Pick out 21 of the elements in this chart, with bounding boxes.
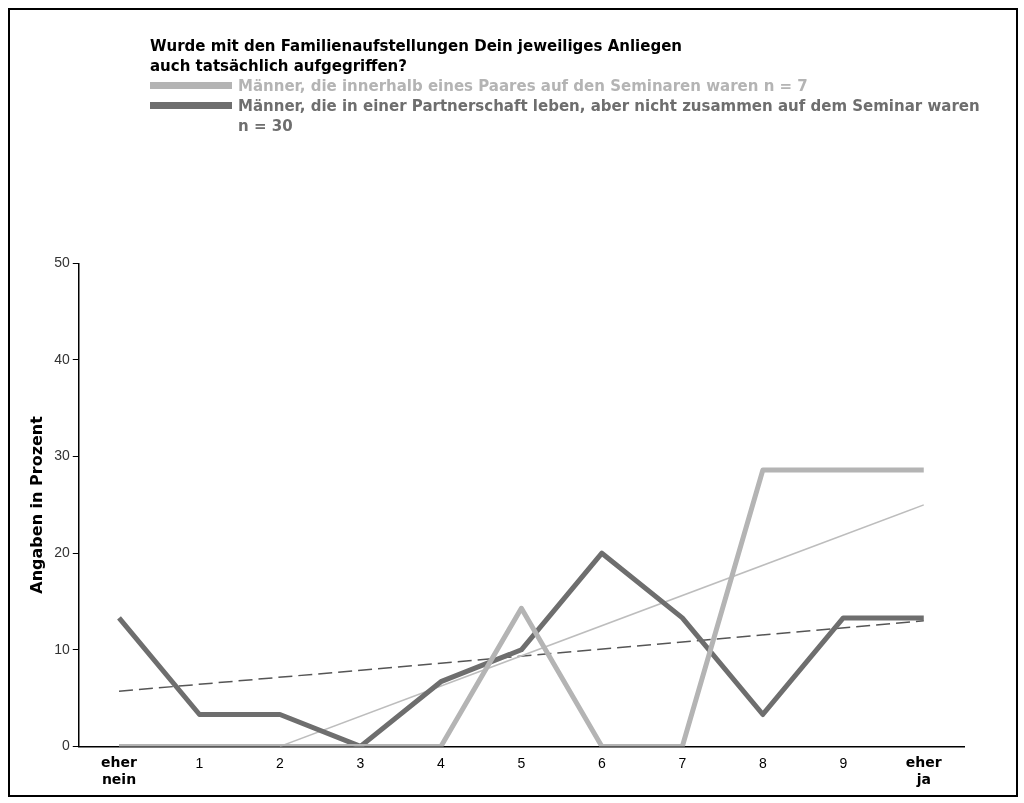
y-tick-label: 30 — [54, 447, 70, 464]
text: Männer, die innerhalb eines Paares auf den Seminaren waren n = 7 — [238, 76, 808, 96]
x-tick-label: 7 — [678, 754, 687, 771]
x-tick-label: eher ja — [905, 754, 942, 788]
x-tick-label: 8 — [758, 754, 767, 771]
y-axis-title: Angaben in Prozent — [26, 415, 46, 594]
chart-title: Wurde mit den Familienaufstellungen Dein jeweiliges Anliegen auch tatsächlich aufgegriffen? — [150, 36, 683, 76]
y-tick-label: 50 — [54, 254, 70, 271]
x-tick-label: 5 — [517, 754, 526, 771]
x-tick-label: 1 — [195, 754, 204, 771]
x-tick-label: 4 — [437, 754, 446, 771]
x-tick-label: eher nein — [101, 754, 138, 788]
y-tick-label: 40 — [54, 350, 70, 367]
x-tick-label: 9 — [839, 754, 848, 771]
x-tick-label: 6 — [597, 754, 606, 771]
y-tick-label: 0 — [61, 737, 70, 754]
y-tick-label: 10 — [54, 640, 70, 657]
y-tick-label: 20 — [54, 544, 70, 561]
text: Männer, die in einer Partnerschaft leben, aber nicht zusammen auf dem Seminar waren n = 30 — [238, 96, 981, 136]
x-tick-label: 3 — [356, 754, 365, 771]
x-tick-label: 2 — [276, 754, 285, 771]
